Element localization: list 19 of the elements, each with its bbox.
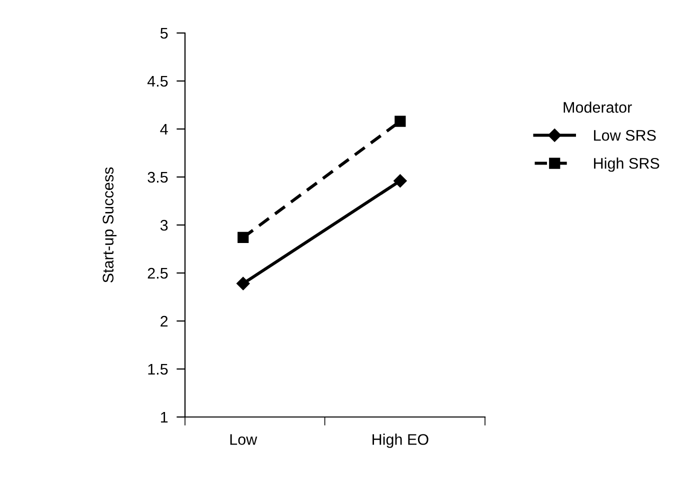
y-tick-label: 4	[160, 124, 168, 135]
y-tick-label: 2.5	[148, 268, 168, 279]
legend-title: Moderator	[564, 102, 632, 113]
legend-label: Low SRS	[594, 130, 656, 141]
y-tick-label: 1	[161, 412, 168, 423]
y-tick-label: 1.5	[148, 364, 168, 375]
point	[394, 116, 406, 127]
y-axis-title: Start-up Success	[102, 167, 117, 282]
x-tick-label: High EO	[372, 434, 428, 448]
y-tick-label: 3	[160, 220, 168, 231]
point	[236, 276, 250, 290]
point	[394, 174, 407, 188]
x-tick-label: Low	[230, 434, 258, 445]
y-tick-label: 2	[160, 316, 168, 327]
y-tick-label: 4.5	[147, 76, 168, 87]
y-tick-label: 3.5	[148, 172, 168, 183]
y-tick-label: 5	[160, 28, 168, 39]
point	[238, 232, 249, 244]
legend-label: High SRS	[594, 158, 660, 172]
